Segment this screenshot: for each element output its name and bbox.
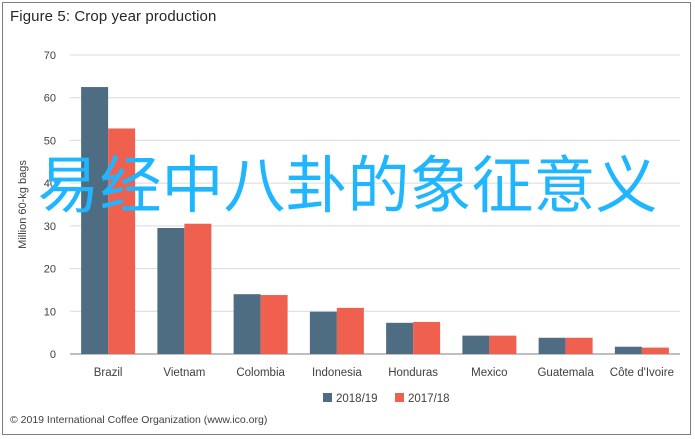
x-tick-label: Brazil (94, 367, 123, 379)
bar-2017-18-c-te-d-ivoire (641, 347, 669, 354)
y-tick-label: 60 (44, 93, 56, 105)
y-tick-label: 40 (44, 178, 56, 190)
bar-2018-19-mexico (462, 335, 490, 354)
x-tick-label: Colombia (236, 367, 285, 379)
bar-2018-19-guatemala (538, 337, 566, 354)
x-tick-label: Indonesia (312, 367, 362, 379)
bar-2017-18-colombia (260, 295, 288, 354)
bars (81, 87, 669, 355)
y-tick-label: 20 (44, 264, 56, 276)
y-axis-label: Million 60-kg bags (17, 160, 29, 249)
bar-2018-19-colombia (233, 294, 261, 354)
x-tick-label: Guatemala (537, 367, 594, 379)
bar-2017-18-honduras (413, 321, 441, 354)
bar-2017-18-vietnam (184, 223, 212, 354)
legend-label: 2017/18 (408, 393, 450, 405)
y-tick-label: 10 (44, 306, 56, 318)
copyright-footer: © 2019 International Coffee Organization… (10, 414, 268, 426)
y-tick-label: 0 (50, 349, 56, 361)
bar-2018-19-honduras (386, 322, 414, 354)
x-tick-label: Honduras (388, 367, 438, 379)
legend-swatch (323, 393, 332, 402)
bar-2017-18-brazil (108, 128, 136, 354)
x-tick-label: Vietnam (163, 367, 205, 379)
y-tick-label: 30 (44, 221, 56, 233)
gridlines (70, 54, 680, 355)
bar-2018-19-vietnam (157, 227, 185, 354)
bar-2017-18-guatemala (565, 337, 593, 354)
x-tick-labels: Brazil Vietnam Colombia Indonesia Honduras Me… (94, 367, 674, 379)
legend: 2018/19 2017/18 (323, 393, 450, 405)
x-tick-label: Côte d'Ivoire (610, 367, 674, 379)
y-tick-label: 50 (44, 135, 56, 147)
bar-2017-18-mexico (489, 335, 517, 354)
bar-2018-19-indonesia (309, 311, 337, 354)
y-tick-label: 70 (44, 50, 56, 62)
legend-label: 2018/19 (336, 393, 378, 405)
figure-title: Figure 5: Crop year production (10, 8, 217, 25)
y-tick-labels: 0 10 20 30 40 50 60 70 (44, 50, 56, 361)
bar-2018-19-brazil (81, 87, 109, 355)
x-tick-label: Mexico (471, 367, 507, 379)
bar-2017-18-indonesia (336, 307, 364, 354)
legend-swatch (395, 393, 404, 402)
bar-2018-19-c-te-d-ivoire (614, 346, 642, 354)
